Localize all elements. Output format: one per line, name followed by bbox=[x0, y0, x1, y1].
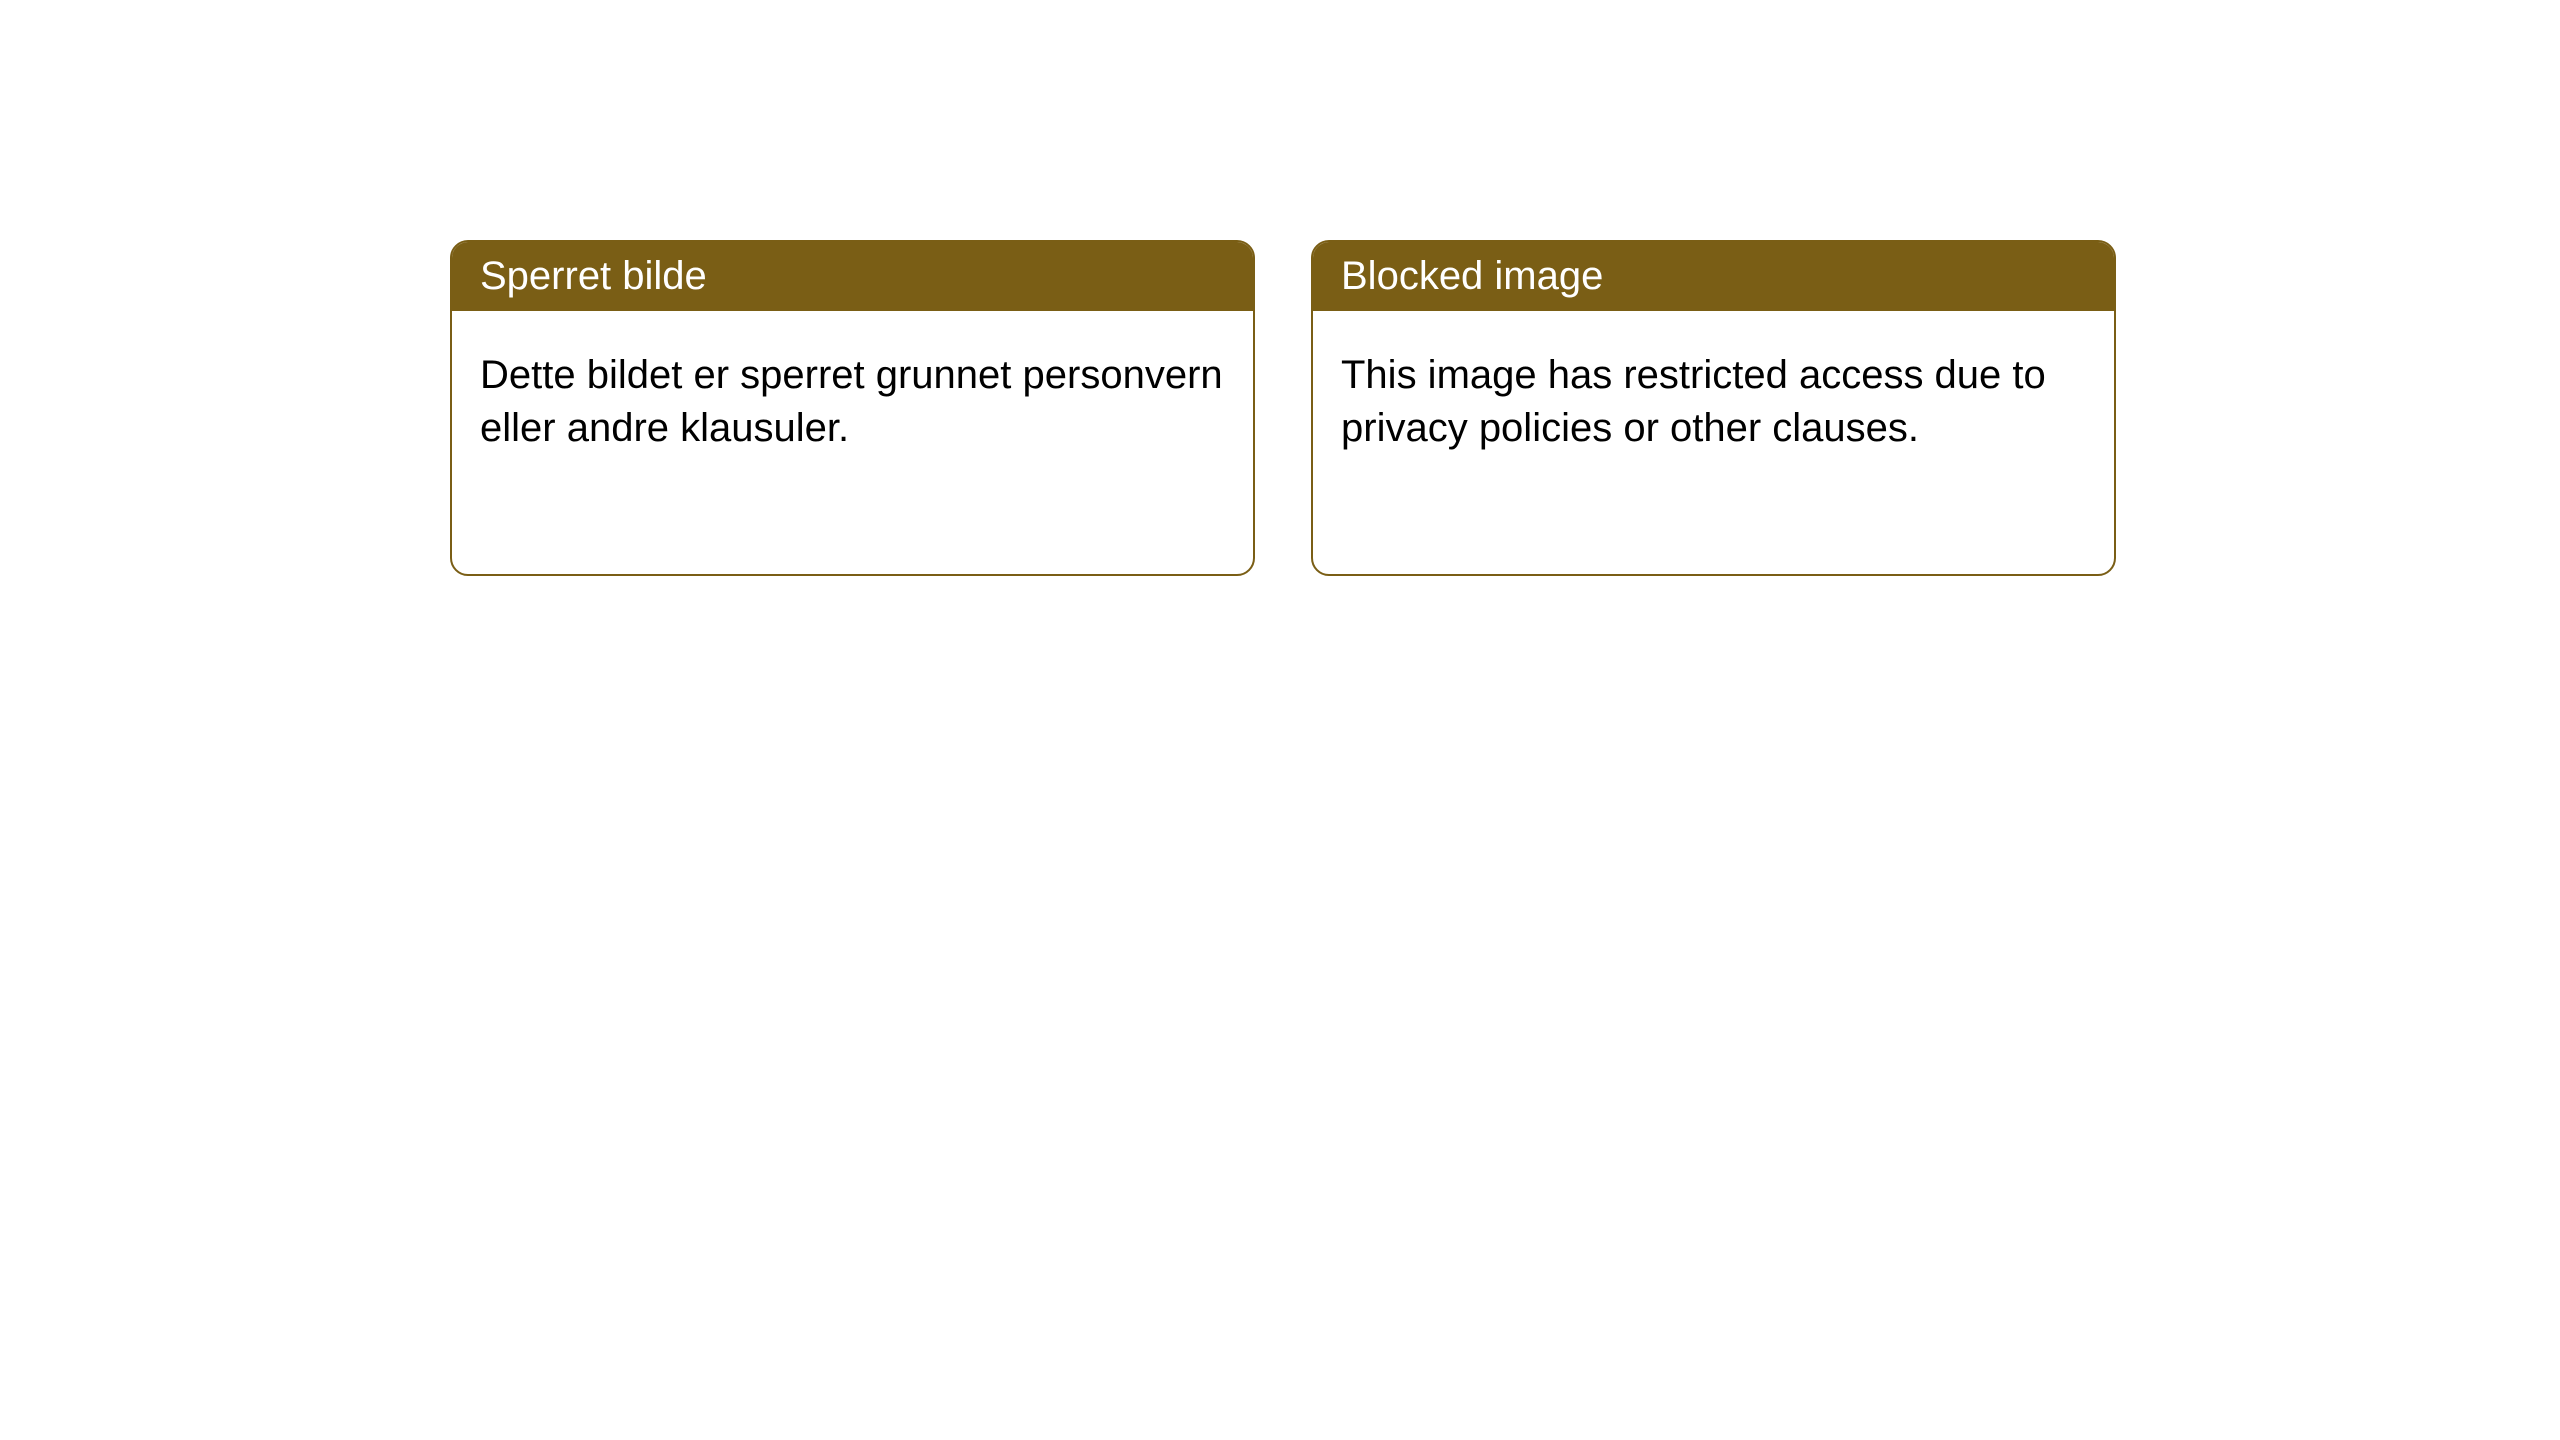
notice-card-norwegian: Sperret bilde Dette bildet er sperret gr… bbox=[450, 240, 1255, 576]
notice-title: Blocked image bbox=[1341, 254, 1603, 298]
notice-title: Sperret bilde bbox=[480, 254, 707, 298]
notice-body-norwegian: Dette bildet er sperret grunnet personve… bbox=[452, 311, 1253, 493]
notice-body-text: This image has restricted access due to … bbox=[1341, 353, 2046, 450]
notice-body-text: Dette bildet er sperret grunnet personve… bbox=[480, 353, 1223, 450]
notice-header-norwegian: Sperret bilde bbox=[452, 242, 1253, 311]
notice-header-english: Blocked image bbox=[1313, 242, 2114, 311]
notice-body-english: This image has restricted access due to … bbox=[1313, 311, 2114, 493]
notice-container: Sperret bilde Dette bildet er sperret gr… bbox=[0, 0, 2560, 576]
notice-card-english: Blocked image This image has restricted … bbox=[1311, 240, 2116, 576]
